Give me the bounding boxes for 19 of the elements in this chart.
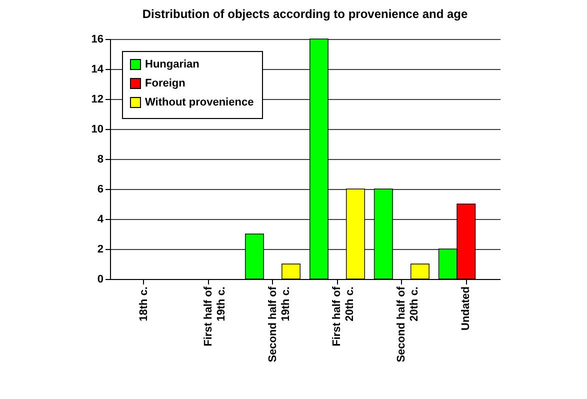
y-tick-label: 4 [97,214,104,226]
x-tick-label: 18th c. [138,286,150,322]
x-tick-label: Second half of 20th c. [396,286,421,362]
y-tick-label: 2 [97,244,104,256]
y-tick-label: 14 [91,64,104,76]
y-tick-label: 16 [91,34,104,46]
y-tick-label: 12 [91,94,104,106]
legend-label: Hungarian [145,58,200,70]
legend-label: Foreign [145,78,186,90]
x-tick-label: First half of 19th c. [202,286,228,346]
y-tick-label: 0 [97,274,104,286]
y-tick-label: 8 [97,154,104,166]
chart-title: Distribution of objects according to provenience and age [142,7,468,21]
y-tick-label: 6 [97,184,104,196]
legend-label: Without provenience [145,96,254,108]
x-tick-label: Undated [460,286,472,330]
y-tick-label: 10 [91,124,104,136]
x-tick-label: First half of 20th c. [331,286,356,346]
x-tick-label: Second half of 19th c. [266,286,292,362]
